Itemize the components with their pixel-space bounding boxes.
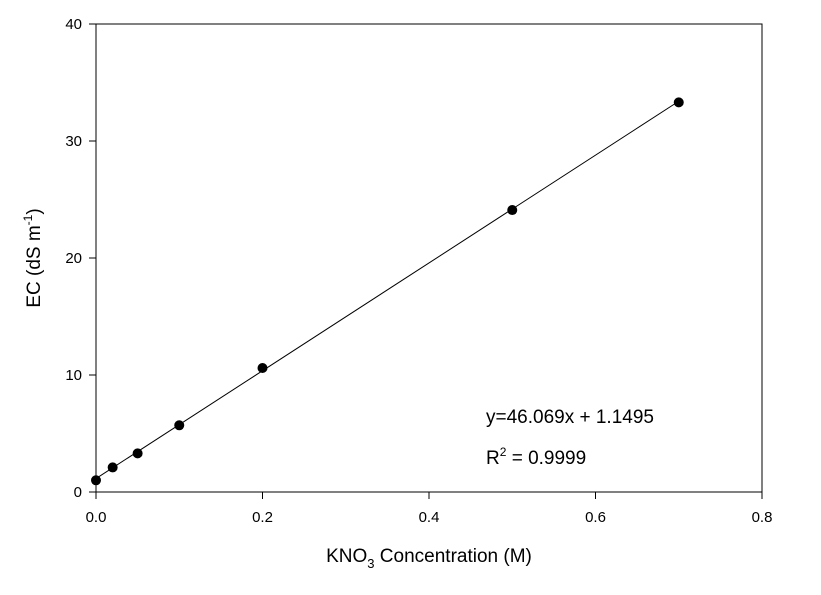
x-axis-label-subscript: 3: [367, 556, 374, 571]
y-tick-label: 20: [65, 250, 82, 267]
x-axis-label-rest: Concentration (M): [375, 546, 532, 567]
x-axis-ticks: 0.0 0.2 0.4 0.6 0.8: [86, 492, 773, 526]
x-tick-label: 0.4: [419, 509, 440, 526]
r-squared-r: R: [486, 448, 500, 469]
y-tick-label: 0: [74, 484, 82, 501]
y-axis-label-main: EC (dS m: [24, 225, 45, 307]
x-tick-label: 0.8: [752, 509, 773, 526]
y-tick-label: 40: [65, 16, 82, 33]
y-axis-label-rest: ): [24, 208, 45, 214]
x-tick-label: 0.2: [252, 509, 273, 526]
data-point: [132, 448, 143, 459]
data-point: [507, 205, 518, 216]
data-point: [107, 462, 118, 473]
data-point: [257, 362, 268, 373]
x-tick-label: 0.0: [86, 509, 107, 526]
y-axis-label-superscript: -1: [21, 214, 35, 225]
r-squared-value: = 0.9999: [506, 448, 586, 469]
x-tick-label: 0.6: [585, 509, 606, 526]
y-axis-label: EC (dS m-1): [21, 208, 45, 307]
x-axis-label: KNO3 Concentration (M): [326, 546, 532, 571]
r-squared-label: R2 = 0.9999: [486, 445, 586, 469]
data-point: [174, 420, 185, 431]
data-point: [673, 97, 684, 108]
regression-line: [95, 100, 680, 479]
x-axis-label-main: KNO: [326, 546, 367, 567]
y-tick-label: 30: [65, 133, 82, 150]
y-axis-ticks: 0 10 20 30 40: [65, 16, 96, 501]
data-point: [91, 475, 101, 486]
regression-equation: y=46.069x + 1.1495: [486, 407, 654, 428]
y-tick-label: 10: [65, 367, 82, 384]
plot-area-frame: [95, 23, 763, 493]
r-squared-superscript: 2: [500, 445, 507, 459]
data-points: [91, 97, 684, 486]
